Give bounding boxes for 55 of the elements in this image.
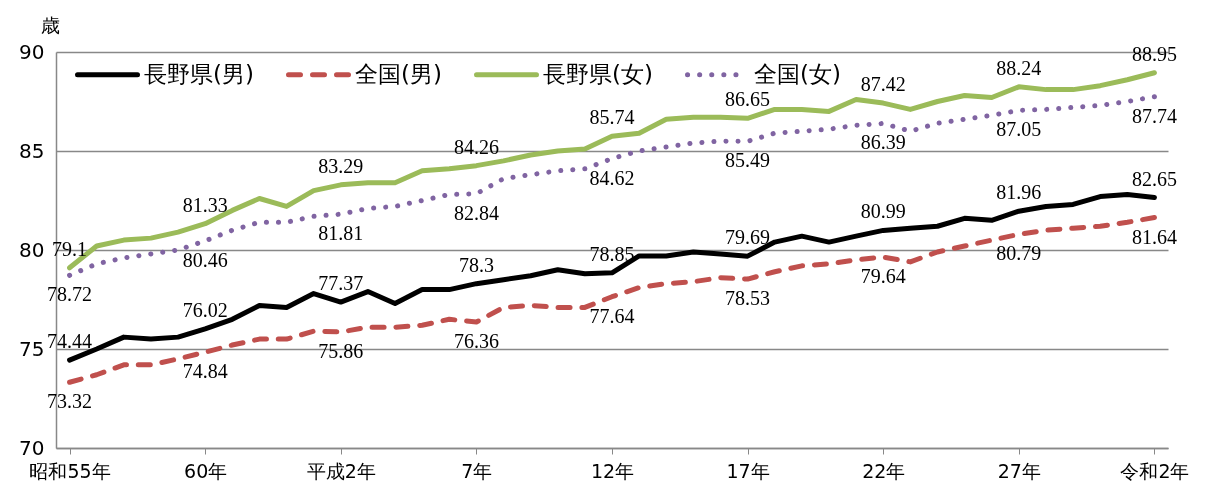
data-label: 85.49 — [725, 149, 771, 172]
data-label: 79.69 — [725, 226, 771, 249]
x-tick-label: 60年 — [184, 459, 228, 482]
data-label: 81.81 — [318, 222, 364, 245]
data-label: 81.64 — [1131, 225, 1177, 248]
data-label: 87.42 — [860, 73, 906, 96]
x-tick-label: 17年 — [726, 459, 770, 482]
x-tick-label: 27年 — [997, 459, 1041, 482]
data-label: 84.62 — [589, 166, 635, 189]
data-label: 78.3 — [458, 253, 494, 276]
data-label: 87.74 — [1131, 104, 1177, 127]
data-label: 76.02 — [182, 298, 228, 321]
y-tick-label: 75 — [19, 336, 45, 361]
legend-label: 全国(女) — [754, 60, 841, 87]
data-label: 88.95 — [1131, 42, 1177, 65]
legend-label: 全国(男) — [355, 60, 442, 87]
data-label: 78.53 — [725, 287, 771, 310]
data-label: 82.65 — [1131, 167, 1177, 190]
x-tick-label: 22年 — [862, 459, 906, 482]
data-label: 73.32 — [47, 390, 93, 413]
data-label: 77.37 — [318, 272, 364, 295]
legend-label: 長野県(女) — [543, 60, 653, 87]
data-label: 80.79 — [996, 242, 1042, 265]
data-label: 83.29 — [318, 154, 364, 177]
data-label: 74.44 — [47, 330, 93, 353]
data-label: 74.84 — [182, 360, 228, 383]
y-axis-title: 歳 — [41, 13, 60, 36]
data-label: 76.36 — [453, 330, 499, 353]
y-tick-label: 90 — [19, 39, 45, 64]
x-tick-label: 12年 — [590, 459, 635, 482]
data-label: 80.46 — [182, 248, 228, 271]
data-label: 79.64 — [860, 265, 906, 288]
data-label: 81.96 — [996, 181, 1042, 204]
x-tick-label: 7年 — [461, 459, 493, 482]
data-label: 87.05 — [996, 118, 1042, 141]
data-label: 80.99 — [860, 200, 906, 223]
data-label: 79.1 — [52, 237, 88, 260]
data-label: 77.64 — [589, 304, 635, 327]
legend-label: 長野県(男) — [144, 60, 254, 87]
data-label: 86.39 — [860, 131, 906, 154]
data-label: 85.74 — [589, 106, 635, 129]
data-label: 84.26 — [453, 135, 499, 158]
x-tick-label: 昭和55年 — [29, 459, 111, 482]
data-label: 78.85 — [589, 242, 635, 265]
data-label: 78.72 — [47, 283, 93, 306]
data-label: 75.86 — [318, 339, 364, 362]
data-label: 88.24 — [996, 56, 1042, 79]
y-tick-label: 70 — [19, 435, 45, 460]
x-tick-label: 令和2年 — [1120, 459, 1190, 482]
y-tick-label: 85 — [19, 138, 45, 163]
x-tick-label: 平成2年 — [306, 459, 376, 482]
data-label: 82.84 — [453, 201, 499, 224]
y-tick-label: 80 — [19, 237, 45, 262]
data-label: 86.65 — [725, 88, 771, 111]
data-label: 81.33 — [182, 193, 228, 216]
